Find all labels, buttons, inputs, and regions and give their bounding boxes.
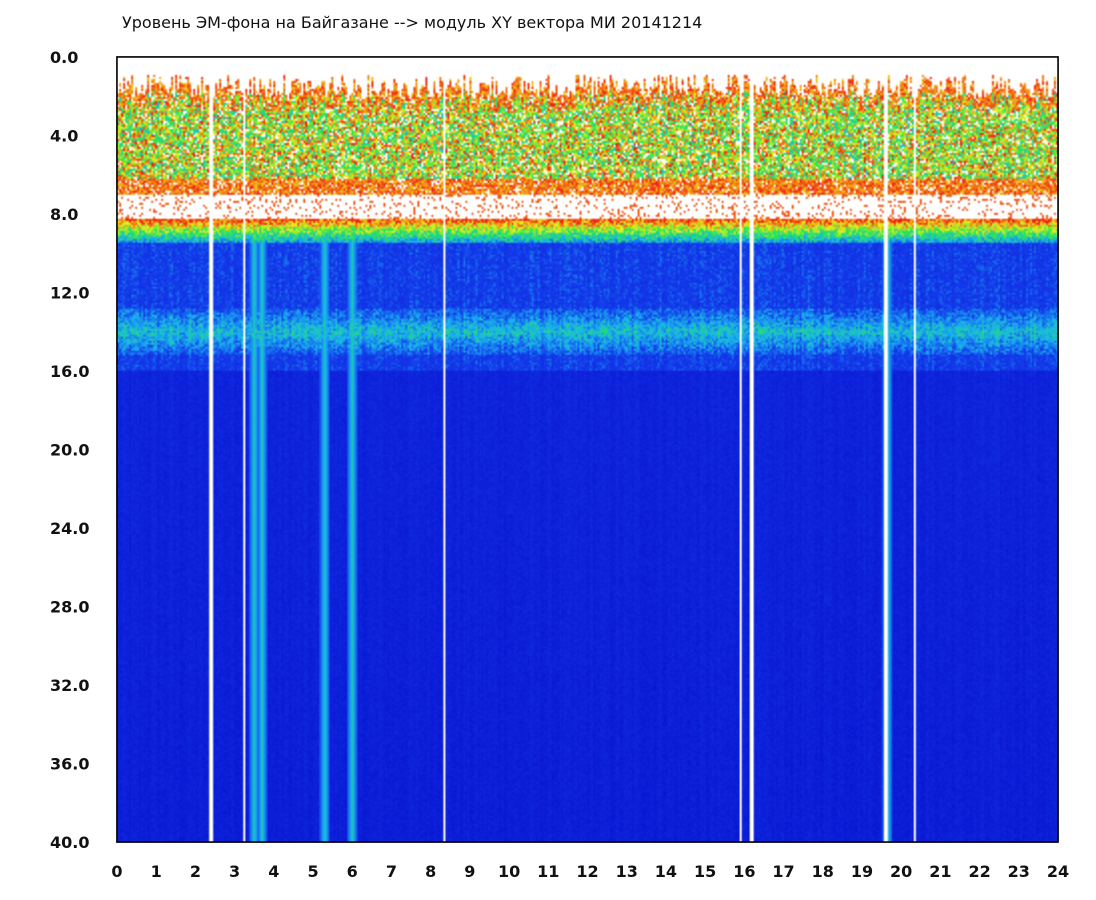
x-tick-label: 4 xyxy=(268,862,279,881)
x-axis: 0 1 2 3 4 5 6 7 8 9 10 11 12 13 14 15 16 17 18 19 20 21 22 23 24 xyxy=(111,862,1069,881)
plot-frame xyxy=(116,56,1059,843)
x-tick-label: 1 xyxy=(151,862,162,881)
y-axis: 0.0 4.0 8.0 12.0 16.0 20.0 24.0 28.0 32.0 36.0 40.… xyxy=(50,48,89,852)
x-tick-label: 8 xyxy=(425,862,436,881)
x-tick-label: 11 xyxy=(537,862,559,881)
y-tick-label: 24.0 xyxy=(50,519,89,538)
x-tick-label: 24 xyxy=(1047,862,1069,881)
x-tick-label: 7 xyxy=(386,862,397,881)
x-tick-label: 17 xyxy=(772,862,794,881)
x-tick-label: 21 xyxy=(929,862,951,881)
x-tick-label: 6 xyxy=(347,862,358,881)
y-tick-label: 0.0 xyxy=(50,48,78,67)
y-tick-label: 20.0 xyxy=(50,441,89,460)
x-tick-label: 20 xyxy=(890,862,912,881)
x-tick-label: 23 xyxy=(1008,862,1030,881)
x-tick-label: 22 xyxy=(968,862,990,881)
x-tick-label: 2 xyxy=(190,862,201,881)
x-tick-label: 18 xyxy=(812,862,834,881)
x-tick-label: 5 xyxy=(307,862,318,881)
x-tick-label: 19 xyxy=(851,862,873,881)
heatmap-image xyxy=(117,57,1058,842)
x-tick-label: 14 xyxy=(655,862,677,881)
x-tick-label: 3 xyxy=(229,862,240,881)
y-tick-label: 4.0 xyxy=(50,127,78,146)
y-tick-label: 32.0 xyxy=(50,676,89,695)
chart-title: Уровень ЭМ-фона на Байгазане --> модуль … xyxy=(122,13,702,32)
y-tick-label: 28.0 xyxy=(50,598,89,617)
y-tick-label: 8.0 xyxy=(50,205,78,224)
y-tick-label: 40.0 xyxy=(50,833,89,852)
y-tick-label: 36.0 xyxy=(50,755,89,774)
x-tick-label: 15 xyxy=(694,862,716,881)
x-tick-label: 10 xyxy=(498,862,520,881)
x-tick-label: 0 xyxy=(111,862,122,881)
y-tick-label: 16.0 xyxy=(50,362,89,381)
x-tick-label: 16 xyxy=(733,862,755,881)
x-tick-label: 13 xyxy=(616,862,638,881)
y-tick-label: 12.0 xyxy=(50,284,89,303)
x-tick-label: 12 xyxy=(576,862,598,881)
x-tick-label: 9 xyxy=(464,862,475,881)
